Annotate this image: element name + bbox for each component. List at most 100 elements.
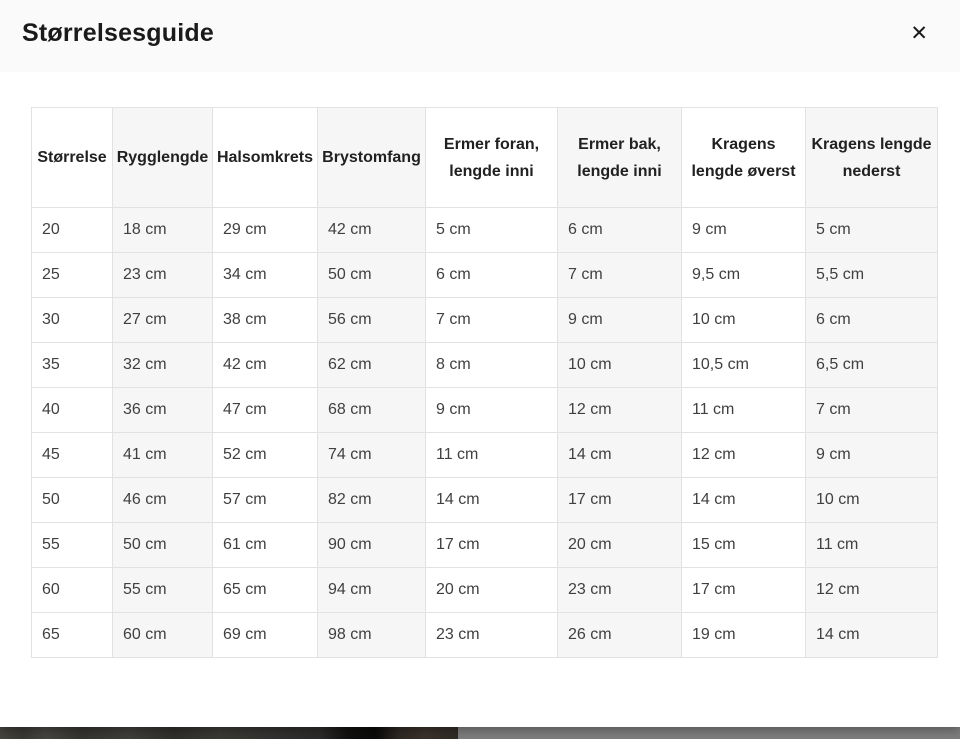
table-cell: 30: [31, 297, 113, 343]
table-cell: 62 cm: [317, 342, 426, 388]
table-row: 45 41 cm 52 cm 74 cm 11 cm 14 cm 12 cm 9 cm: [31, 432, 938, 478]
column-header: Brystomfang: [317, 107, 426, 208]
table-cell: 27 cm: [112, 297, 213, 343]
table-cell: 10 cm: [557, 342, 682, 388]
column-header: Kragens lengde øverst: [681, 107, 806, 208]
table-cell: 14 cm: [681, 477, 806, 523]
table-cell: 14 cm: [557, 432, 682, 478]
table-cell: 19 cm: [681, 612, 806, 658]
table-cell: 56 cm: [317, 297, 426, 343]
table-cell: 90 cm: [317, 522, 426, 568]
table-row: 55 50 cm 61 cm 90 cm 17 cm 20 cm 15 cm 11 cm: [31, 522, 938, 568]
table-cell: 18 cm: [112, 207, 213, 253]
table-cell: 7 cm: [557, 252, 682, 298]
table-cell: 68 cm: [317, 387, 426, 433]
table-cell: 50 cm: [317, 252, 426, 298]
table-cell: 34 cm: [212, 252, 318, 298]
table-cell: 23 cm: [112, 252, 213, 298]
table-cell: 12 cm: [557, 387, 682, 433]
table-cell: 23 cm: [557, 567, 682, 613]
table-cell: 9 cm: [557, 297, 682, 343]
table-row: 65 60 cm 69 cm 98 cm 23 cm 26 cm 19 cm 14 cm: [31, 612, 938, 658]
table-cell: 6 cm: [425, 252, 558, 298]
size-table: Størrelse Rygglengde Halsomkrets Brystomfan…: [31, 107, 938, 658]
table-cell: 9,5 cm: [681, 252, 806, 298]
table-cell: 7 cm: [805, 387, 938, 433]
table-header-row: Størrelse Rygglengde Halsomkrets Brystomfan…: [31, 107, 938, 208]
table-cell: 40: [31, 387, 113, 433]
modal-title: Størrelsesguide: [22, 18, 214, 47]
table-cell: 65 cm: [212, 567, 318, 613]
table-cell: 12 cm: [805, 567, 938, 613]
close-button[interactable]: ✕: [906, 19, 932, 48]
table-cell: 50 cm: [112, 522, 213, 568]
table-cell: 14 cm: [425, 477, 558, 523]
column-header: Størrelse: [31, 107, 113, 208]
table-cell: 38 cm: [212, 297, 318, 343]
table-cell: 6,5 cm: [805, 342, 938, 388]
table-row: 40 36 cm 47 cm 68 cm 9 cm 12 cm 11 cm 7 cm: [31, 387, 938, 433]
dimmed-page-overlay: [458, 727, 960, 739]
table-cell: 11 cm: [681, 387, 806, 433]
table-cell: 7 cm: [425, 297, 558, 343]
table-cell: 5 cm: [805, 207, 938, 253]
table-cell: 60 cm: [112, 612, 213, 658]
table-cell: 46 cm: [112, 477, 213, 523]
table-cell: 32 cm: [112, 342, 213, 388]
table-cell: 9 cm: [425, 387, 558, 433]
table-row: 50 46 cm 57 cm 82 cm 14 cm 17 cm 14 cm 10 cm: [31, 477, 938, 523]
column-header: Ermer foran, lengde inni: [425, 107, 558, 208]
table-cell: 10 cm: [805, 477, 938, 523]
modal-body: Størrelse Rygglengde Halsomkrets Brystomfan…: [0, 72, 960, 658]
table-cell: 9 cm: [681, 207, 806, 253]
table-cell: 29 cm: [212, 207, 318, 253]
table-cell: 10,5 cm: [681, 342, 806, 388]
table-cell: 10 cm: [681, 297, 806, 343]
table-cell: 20: [31, 207, 113, 253]
table-cell: 6 cm: [557, 207, 682, 253]
table-cell: 47 cm: [212, 387, 318, 433]
column-header: Halsomkrets: [212, 107, 318, 208]
table-row: 25 23 cm 34 cm 50 cm 6 cm 7 cm 9,5 cm 5,5 cm: [31, 252, 938, 298]
table-cell: 42 cm: [212, 342, 318, 388]
table-cell: 11 cm: [425, 432, 558, 478]
page-behind-modal: [0, 725, 960, 739]
table-cell: 6 cm: [805, 297, 938, 343]
table-cell: 5,5 cm: [805, 252, 938, 298]
table-cell: 26 cm: [557, 612, 682, 658]
table-cell: 23 cm: [425, 612, 558, 658]
table-cell: 12 cm: [681, 432, 806, 478]
table-cell: 57 cm: [212, 477, 318, 523]
close-icon: ✕: [910, 21, 928, 45]
table-cell: 50: [31, 477, 113, 523]
table-cell: 82 cm: [317, 477, 426, 523]
table-row: 35 32 cm 42 cm 62 cm 8 cm 10 cm 10,5 cm 6,5 cm: [31, 342, 938, 388]
table-cell: 11 cm: [805, 522, 938, 568]
table-cell: 25: [31, 252, 113, 298]
table-cell: 55: [31, 522, 113, 568]
table-cell: 41 cm: [112, 432, 213, 478]
table-cell: 8 cm: [425, 342, 558, 388]
table-cell: 20 cm: [425, 567, 558, 613]
table-cell: 45: [31, 432, 113, 478]
table-row: 20 18 cm 29 cm 42 cm 5 cm 6 cm 9 cm 5 cm: [31, 207, 938, 253]
table-cell: 17 cm: [681, 567, 806, 613]
table-cell: 55 cm: [112, 567, 213, 613]
column-header: Kragens lengde nederst: [805, 107, 938, 208]
table-cell: 94 cm: [317, 567, 426, 613]
table-cell: 36 cm: [112, 387, 213, 433]
table-cell: 5 cm: [425, 207, 558, 253]
column-header: Rygglengde: [112, 107, 213, 208]
table-row: 60 55 cm 65 cm 94 cm 20 cm 23 cm 17 cm 12 cm: [31, 567, 938, 613]
table-cell: 52 cm: [212, 432, 318, 478]
modal-header: Størrelsesguide ✕: [0, 0, 960, 72]
table-cell: 42 cm: [317, 207, 426, 253]
table-row: 30 27 cm 38 cm 56 cm 7 cm 9 cm 10 cm 6 cm: [31, 297, 938, 343]
table-cell: 14 cm: [805, 612, 938, 658]
table-cell: 98 cm: [317, 612, 426, 658]
table-cell: 17 cm: [425, 522, 558, 568]
table-cell: 20 cm: [557, 522, 682, 568]
table-cell: 61 cm: [212, 522, 318, 568]
